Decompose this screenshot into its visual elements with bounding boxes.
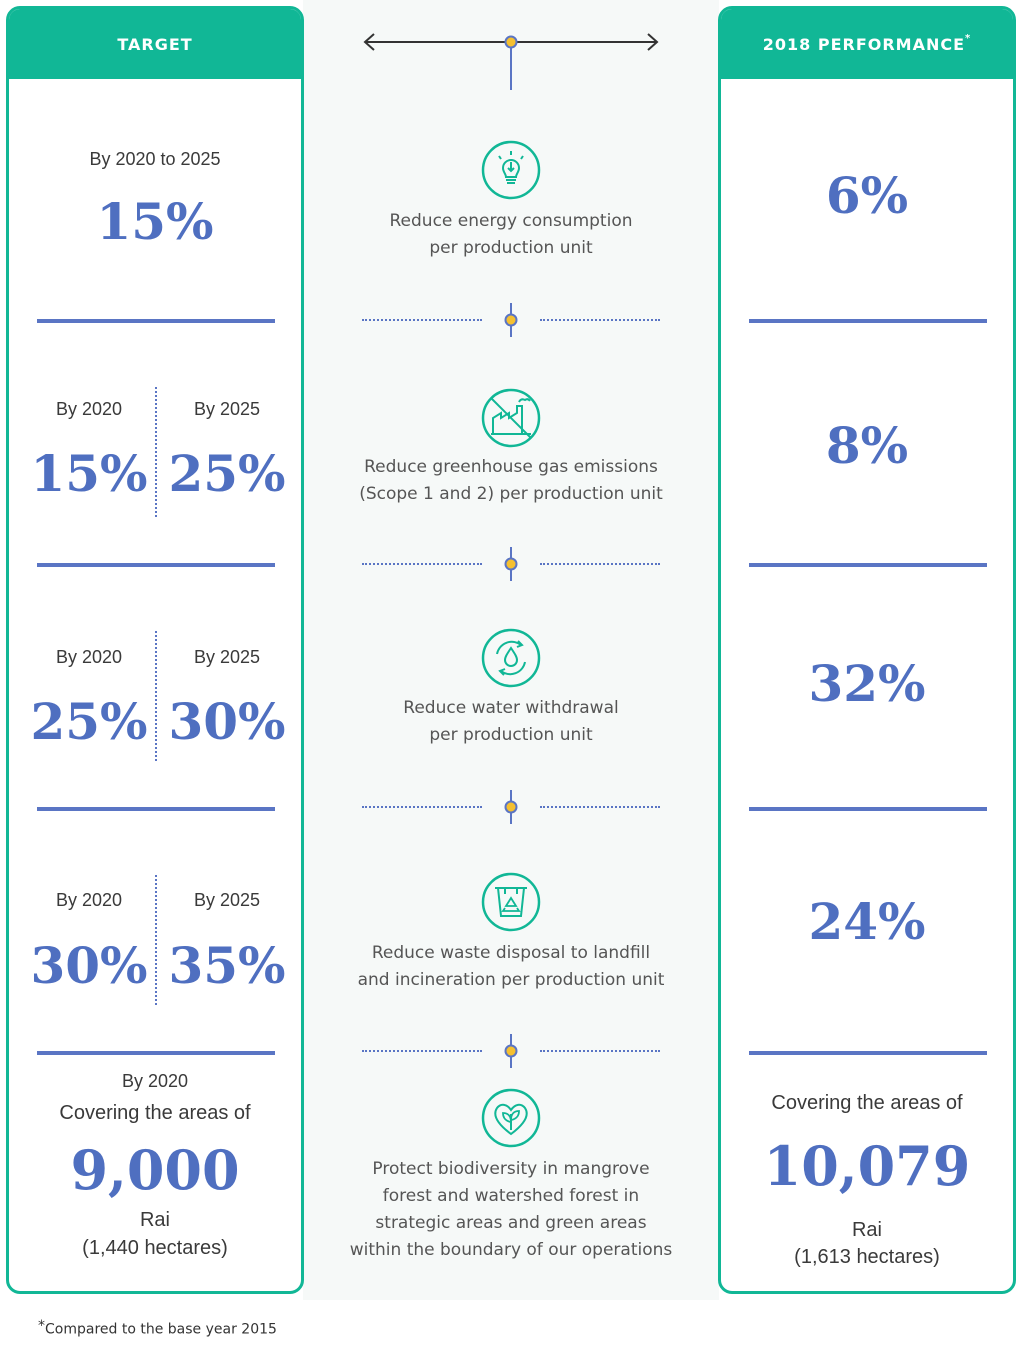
target-panel: TARGET By 2020 to 2025 15% By 2020 15% B… [6,6,304,1294]
target-header: TARGET [9,9,301,79]
row3-performance: 32% [808,654,926,713]
row3-target-a-value: 25% [30,692,148,751]
factory-emissions-icon [481,388,541,448]
performance-header-mark: * [965,32,972,44]
row2-target-a-period: By 2020 [55,399,123,419]
row1-timeline-marker [504,303,518,337]
row2-timeline-marker [504,547,518,581]
row5-performance-line: Covering the areas of [771,1092,963,1114]
row5-description: Protect biodiversity in mangrove forest … [340,1156,682,1264]
row5-description-line2: forest and watershed forest in [382,1186,640,1206]
row4-perf-divider [749,1051,987,1055]
row2-dotted-left [362,563,482,565]
double-arrow-icon [363,33,659,90]
row5-description-line1: Protect biodiversity in mangrove [372,1159,650,1179]
row5-performance: 10,079 [763,1134,971,1198]
row5-target-period: By 2020 [121,1071,189,1091]
row4-divider [37,1051,275,1055]
row4-description: Reduce waste disposal to landfill and in… [340,940,682,994]
row3-description: Reduce water withdrawal per production u… [340,695,682,749]
row2-divider [37,563,275,567]
row4-target-a-value: 30% [30,936,148,995]
row4-target-b-period: By 2025 [193,890,261,910]
row4-timeline-marker [504,1034,518,1068]
footnote-mark: * [38,1318,45,1334]
row2-description-line1: Reduce greenhouse gas emissions [364,457,658,477]
row4-target-b-value: 35% [168,936,286,995]
row3-description-line1: Reduce water withdrawal [403,698,619,718]
row1-target-period: By 2020 to 2025 [89,149,221,169]
performance-panel: 2018 PERFORMANCE * 6% 8% 32% 24% Covering… [718,6,1016,1294]
row3-dotted-right [540,806,660,808]
row1-performance: 6% [825,166,909,225]
row2-target-b-period: By 2025 [193,399,261,419]
row4-separator [155,875,157,1005]
row2-performance: 8% [825,416,909,475]
row4-description-line1: Reduce waste disposal to landfill [371,943,651,963]
row1-dotted-right [540,319,660,321]
row4-dotted-left [362,1050,482,1052]
row5-target-unit: Rai [139,1209,170,1231]
row3-target-b-value: 30% [168,692,286,751]
row1-description: Reduce energy consumption per production… [340,208,682,262]
row2-target-a-value: 15% [30,444,148,503]
row3-perf-divider [749,807,987,811]
row5-target-line: Covering the areas of [59,1102,251,1124]
row1-description-line2: per production unit [429,238,593,258]
water-drop-cycle-icon [481,628,541,688]
row5-target-unit2: (1,440 hectares) [82,1237,228,1259]
row4-performance: 24% [808,892,926,951]
heart-sprout-icon [481,1088,541,1148]
footnote: *Compared to the base year 2015 [38,1316,277,1338]
row1-description-line1: Reduce energy consumption [389,211,633,231]
target-header-label: TARGET [117,34,193,54]
row2-description-line2: (Scope 1 and 2) per production unit [359,484,663,504]
footnote-text: Compared to the base year 2015 [45,1321,277,1338]
row1-target-value: 15% [96,192,214,251]
row5-performance-unit2: (1,613 hectares) [794,1246,940,1268]
row5-target-value: 9,000 [70,1138,240,1202]
row2-dotted-right [540,563,660,565]
row3-description-line2: per production unit [429,725,593,745]
row3-divider [37,807,275,811]
center-background [303,0,719,1300]
lightbulb-icon [481,140,541,200]
performance-header: 2018 PERFORMANCE * [721,9,1013,79]
row5-performance-unit: Rai [851,1219,882,1241]
row1-perf-divider [749,319,987,323]
performance-header-label: 2018 PERFORMANCE [762,34,966,54]
row5-description-line4: within the boundary of our operations [349,1240,673,1260]
row3-separator [155,631,157,761]
row3-timeline-marker [504,790,518,824]
row2-separator [155,387,157,517]
row1-dotted-left [362,319,482,321]
row1-divider [37,319,275,323]
row5-description-line3: strategic areas and green areas [375,1213,647,1233]
row2-perf-divider [749,563,987,567]
row2-target-b-value: 25% [168,444,286,503]
row4-dotted-right [540,1050,660,1052]
row3-target-a-period: By 2020 [55,647,123,667]
row3-target-b-period: By 2025 [193,647,261,667]
row4-description-line2: and incineration per production unit [357,970,665,990]
recycle-bin-icon [481,872,541,932]
row2-description: Reduce greenhouse gas emissions (Scope 1… [340,454,682,508]
row3-dotted-left [362,806,482,808]
row4-target-a-period: By 2020 [55,890,123,910]
